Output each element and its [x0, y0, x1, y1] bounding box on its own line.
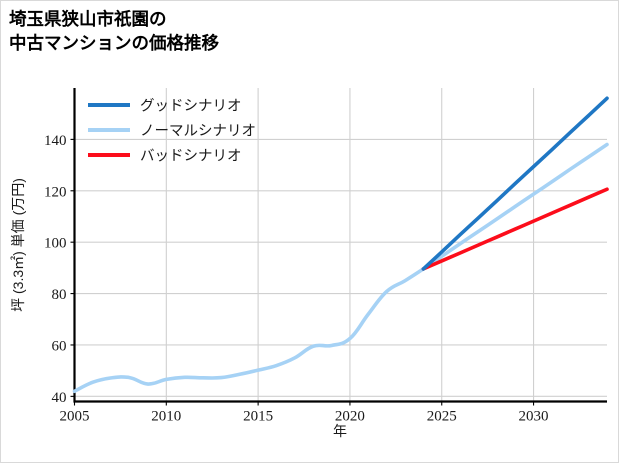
y-tick-label: 80	[52, 287, 67, 303]
series-line-bad	[421, 187, 609, 271]
series-line-good	[421, 96, 609, 271]
chart-title: 埼玉県狭山市祇園の 中古マンションの価格推移	[9, 9, 219, 54]
x-tick-label: 2015	[243, 409, 273, 425]
y-tick-label: 40	[52, 390, 67, 406]
legend-label-0: グッドシナリオ	[140, 98, 242, 115]
legend-label-2: バッドシナリオ	[140, 149, 242, 165]
x-tick-label: 2030	[519, 409, 549, 425]
axes	[70, 88, 607, 406]
x-axis-title: 年	[333, 423, 347, 439]
legend-label-1: ノーマルシナリオ	[140, 124, 256, 140]
series-line-normal	[72, 142, 609, 394]
y-tick-label: 60	[52, 338, 67, 354]
y-tick-label: 140	[44, 133, 67, 149]
x-tick-labels: 2005 2010 2015 2020 2025 2030	[60, 409, 549, 425]
y-tick-labels: 40 60 80 100 120 140	[44, 133, 67, 406]
x-tick-label: 2010	[151, 409, 181, 425]
x-tick-label: 2020	[335, 409, 365, 425]
x-tick-label: 2025	[427, 409, 457, 425]
y-axis-title: 坪 (3.3㎡) 単価 (万円)	[10, 178, 26, 312]
series-group	[72, 96, 609, 394]
x-tick-label: 2005	[60, 409, 90, 425]
y-tick-label: 120	[44, 184, 67, 200]
y-tick-label: 100	[44, 236, 67, 252]
